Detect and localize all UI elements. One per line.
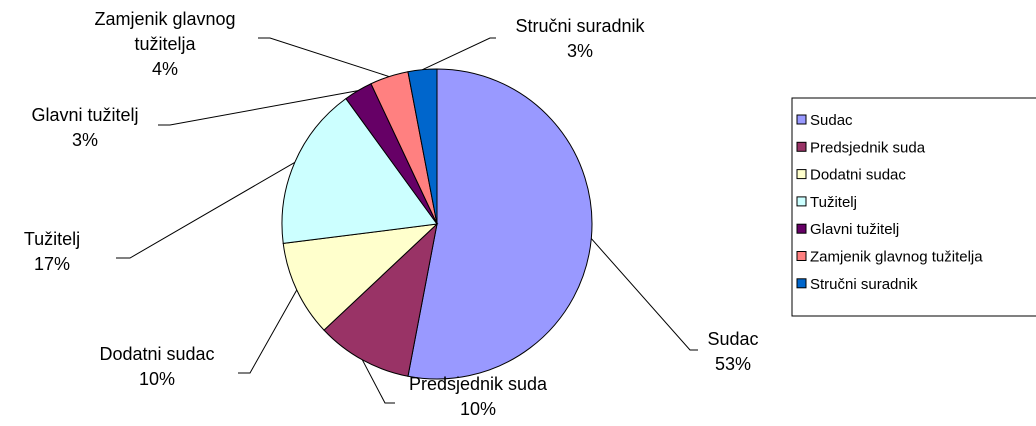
legend-box [791, 97, 1036, 317]
value-label: 53% [715, 354, 751, 374]
leader-line [590, 238, 698, 351]
leader-line [238, 289, 298, 374]
value-label: 10% [460, 399, 496, 419]
legend-swatch [796, 169, 807, 180]
value-label: 10% [139, 369, 175, 389]
legend-swatch [796, 114, 807, 125]
legend-label: Dodatni sudac [810, 167, 906, 184]
leader-line [422, 37, 496, 71]
legend-label: Tužitelj [810, 194, 857, 211]
legend-swatch [796, 251, 807, 261]
slice-label: Sudac [707, 329, 758, 349]
legend-swatch [796, 223, 807, 234]
legend-label: Glavni tužitelj [810, 221, 899, 238]
slice-label: Zamjenik glavnog tužitelja [94, 9, 235, 54]
slice-label: Glavni tužitelj [31, 105, 138, 125]
leader-line [361, 359, 395, 404]
value-label: 17% [34, 254, 70, 274]
slice-label: Tužitelj [24, 229, 80, 249]
legend-swatch [796, 278, 807, 289]
value-label: 3% [567, 41, 593, 61]
legend-label: Predsjednik suda [810, 139, 926, 156]
pie-slice [407, 68, 593, 380]
value-label: 3% [72, 130, 98, 150]
legend-label: Zamjenik glavnog tužitelja [810, 249, 983, 266]
value-label: 4% [152, 59, 178, 79]
slice-label: Predsjednik suda [409, 374, 548, 394]
leader-line [258, 37, 390, 78]
leader-line [116, 162, 295, 259]
legend-label: Stručni suradnik [810, 276, 918, 293]
leader-line [158, 90, 359, 126]
legend-swatch [796, 196, 807, 207]
slice-label: Stručni suradnik [515, 16, 645, 36]
slice-label: Dodatni sudac [99, 344, 214, 364]
legend-label: Sudac [810, 112, 853, 129]
legend-swatch [796, 141, 807, 152]
